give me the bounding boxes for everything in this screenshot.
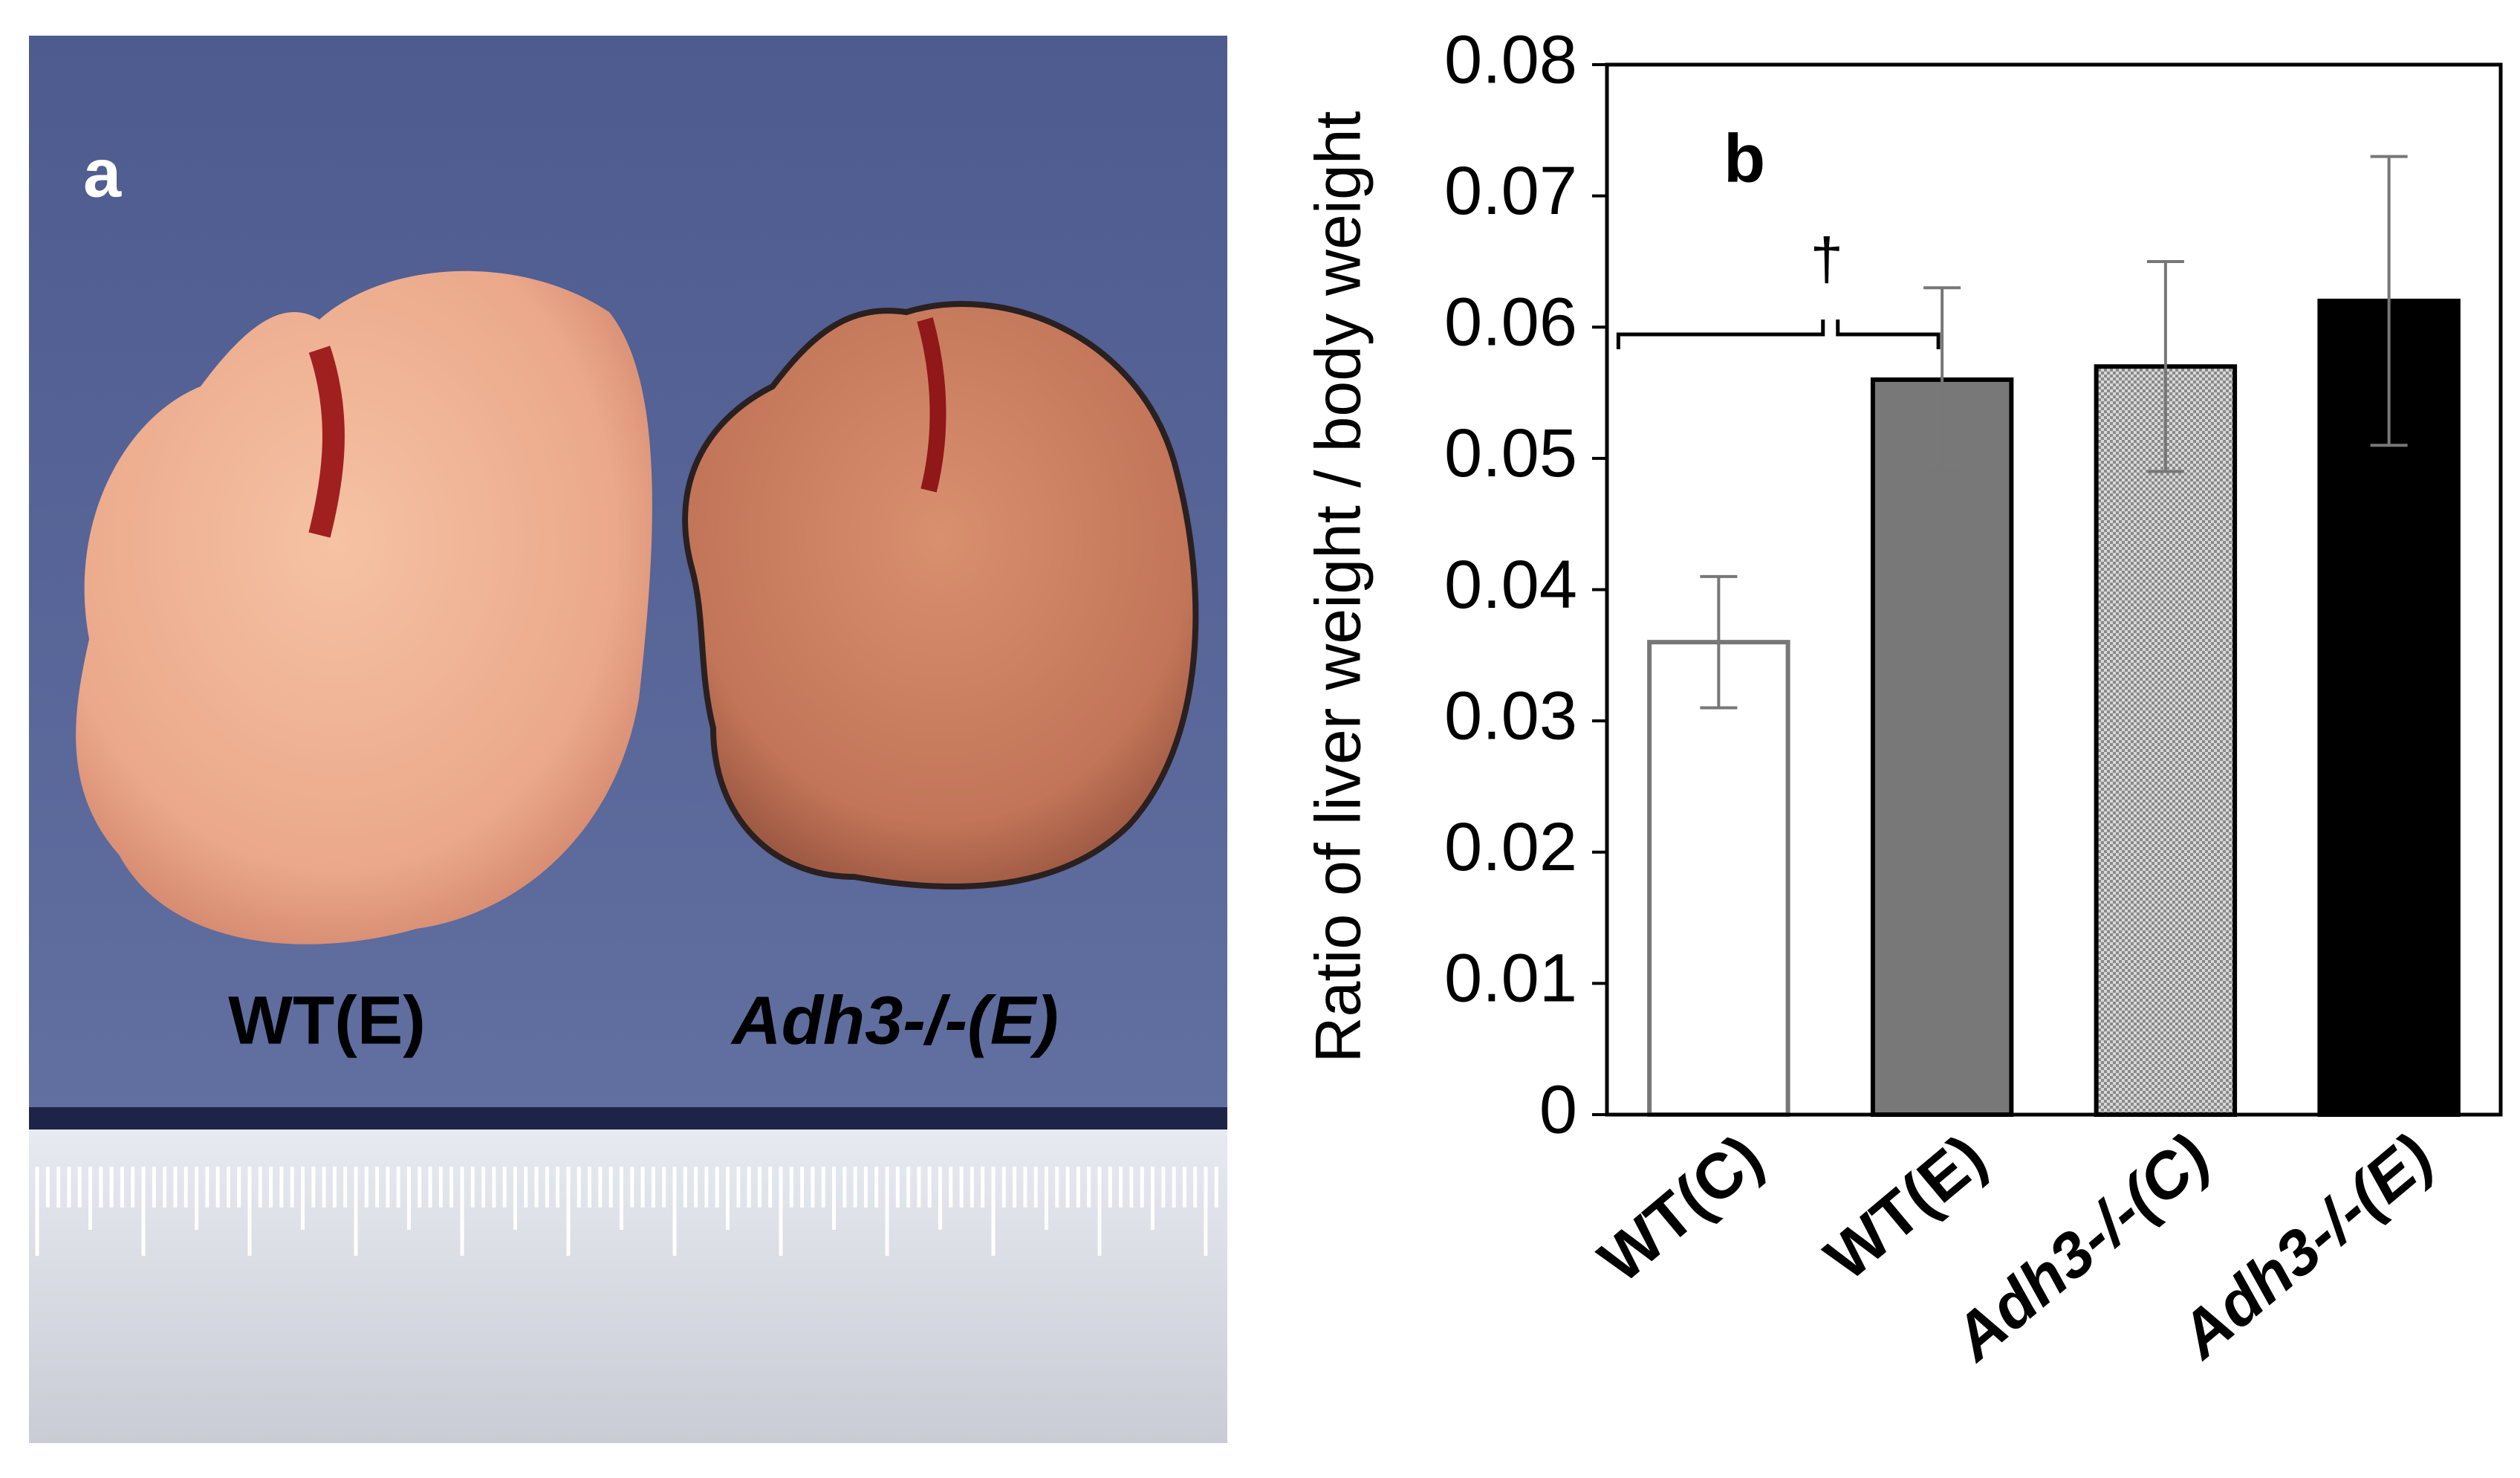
y-tick-label: 0.04: [1444, 547, 1577, 623]
plot-frame: [1605, 62, 2503, 1117]
error-bar: [1923, 286, 1961, 473]
annotation: †: [1811, 226, 1844, 292]
y-tick-label: 0.02: [1444, 809, 1577, 885]
y-tick-label: 0.06: [1444, 285, 1577, 360]
bar: [2094, 364, 2238, 1117]
ruler-edge: [29, 1107, 1227, 1129]
bracket: [1616, 320, 1941, 349]
liver-wt: [76, 270, 652, 944]
photo-label: WT(E): [228, 982, 426, 1058]
photo-panel: a WT(E) Adh3-/-(E): [29, 36, 1227, 1443]
ruler-ticks: [35, 1167, 1218, 1256]
error-bar: [1700, 574, 1738, 710]
y-tick-label: 0.08: [1444, 22, 1577, 97]
bar: [1870, 377, 2014, 1117]
vessel: [917, 317, 946, 493]
x-tick-label: WT(E): [1812, 1121, 1999, 1294]
chart: b Ratio of liver weight / body weight 0 0…: [1303, 22, 2503, 1375]
y-tick-label: 0.03: [1444, 678, 1577, 753]
y-tick-label: 0.07: [1444, 153, 1577, 229]
error-bar: [2146, 259, 2184, 473]
panel-label: b: [1724, 120, 1765, 196]
y-tick-label: 0.05: [1444, 415, 1577, 491]
bar: [1647, 640, 1790, 1117]
vessel: [308, 346, 345, 538]
liver-adh3: [682, 301, 1199, 889]
panel-label: a: [83, 135, 122, 211]
y-tick-label: 0: [1539, 1072, 1577, 1147]
y-axis-label: Ratio of liver weight / body weight: [1303, 111, 1374, 1063]
x-tick-label: WT(C): [1586, 1121, 1776, 1296]
y-tick-label: 0.01: [1444, 941, 1577, 1017]
error-bar: [2370, 155, 2408, 447]
photo-label: Adh3-/-(E): [730, 982, 1058, 1058]
